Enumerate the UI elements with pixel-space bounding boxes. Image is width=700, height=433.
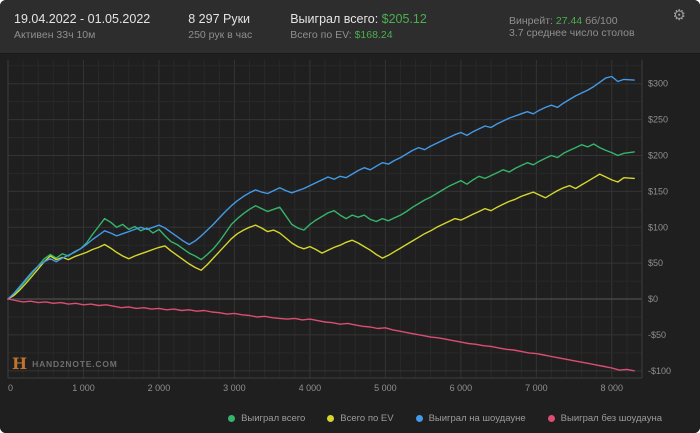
y-tick-label: -$50 bbox=[648, 330, 666, 340]
x-tick-label: 3 000 bbox=[223, 383, 246, 393]
x-tick-label: 7 000 bbox=[525, 383, 548, 393]
x-tick-label: 4 000 bbox=[299, 383, 322, 393]
y-tick-label: $150 bbox=[648, 186, 668, 196]
active-time-text: Активен 33ч 10м bbox=[14, 29, 96, 41]
winrate-unit: бб/100 bbox=[585, 14, 618, 27]
equity-chart-svg[interactable]: 0 1 000 2 000 3 000 4 000 5 000 6 000 7 000 8 00… bbox=[0, 54, 700, 404]
legend-label: Выиграл на шоудауне bbox=[428, 413, 526, 424]
legend-label: Всего по EV bbox=[340, 413, 394, 424]
ev-total-row: Всего по EV: $168.24 bbox=[290, 29, 427, 41]
ev-total-label: Всего по EV: bbox=[290, 29, 352, 41]
legend-dot bbox=[327, 415, 335, 422]
stat-winnings: Выиграл всего: $205.12 Всего по EV: $168… bbox=[290, 12, 427, 41]
hands-per-hour-text: 250 рук в час bbox=[188, 29, 253, 41]
y-tick-label: $50 bbox=[648, 258, 663, 268]
hands-count-text: 8 297 Руки bbox=[188, 12, 251, 26]
won-total-label: Выиграл всего: bbox=[290, 12, 379, 26]
legend-item-2[interactable]: Выиграл на шоудауне bbox=[415, 413, 526, 424]
gear-icon[interactable]: ⚙ bbox=[672, 7, 686, 24]
won-total-row: Выиграл всего: $205.12 bbox=[290, 12, 427, 26]
y-tick-label: $300 bbox=[648, 79, 668, 89]
x-tick-label: 8 000 bbox=[601, 383, 624, 393]
series-line-2 bbox=[7, 75, 635, 300]
y-tick-label: $100 bbox=[648, 222, 668, 232]
winrate-value: 27.44 bbox=[555, 14, 583, 27]
x-tick-label: 6 000 bbox=[450, 383, 473, 393]
x-tick-label: 0 bbox=[8, 383, 13, 393]
y-tick-label: $0 bbox=[648, 294, 658, 304]
hand2note-logo: H HAND2NOTE.COM bbox=[12, 356, 118, 372]
legend-item-1[interactable]: Всего по EV bbox=[327, 413, 394, 424]
hand2note-logo-text: HAND2NOTE.COM bbox=[32, 359, 118, 369]
winrate-label: Винрейт: bbox=[509, 14, 553, 27]
y-tick-label: -$100 bbox=[648, 366, 671, 376]
series-line-1 bbox=[7, 173, 635, 300]
legend-item-0[interactable]: Выиграл всего bbox=[228, 413, 305, 424]
legend-dot bbox=[547, 415, 555, 422]
legend-item-3[interactable]: Выиграл без шоудауна bbox=[547, 413, 662, 424]
y-tick-label: $200 bbox=[648, 150, 668, 160]
hand2note-logo-icon: H bbox=[12, 354, 28, 373]
legend-label: Выиграл всего bbox=[241, 413, 306, 424]
stat-period: 19.04.2022 - 01.05.2022 Активен 33ч 10м bbox=[14, 12, 150, 41]
period-text: 19.04.2022 - 01.05.2022 bbox=[14, 12, 151, 26]
series-line-0 bbox=[7, 143, 635, 300]
x-tick-label: 2 000 bbox=[148, 383, 171, 393]
x-tick-label: 1 000 bbox=[72, 383, 95, 393]
legend-dot bbox=[415, 415, 423, 422]
legend-label: Выиграл без шоудауна bbox=[560, 413, 662, 424]
x-tick-label: 5 000 bbox=[374, 383, 397, 393]
legend-dot bbox=[228, 415, 236, 422]
equity-chart-area: 0 1 000 2 000 3 000 4 000 5 000 6 000 7 000 8 00… bbox=[0, 54, 700, 404]
stat-hands: 8 297 Руки 250 рук в час bbox=[188, 12, 252, 41]
avg-tables-text: 3.7 среднее число столов bbox=[509, 26, 635, 39]
won-total-value: $205.12 bbox=[381, 12, 427, 26]
chart-legend: Выиграл всего Всего по EV Выиграл на шоуда… bbox=[0, 404, 700, 433]
series-line-3 bbox=[7, 298, 635, 372]
stats-header: 19.04.2022 - 01.05.2022 Активен 33ч 10м … bbox=[0, 0, 700, 54]
y-tick-label: $250 bbox=[648, 115, 668, 125]
winrate-row: Винрейт: 27.44 бб/100 bbox=[509, 15, 635, 27]
ev-total-value: $168.24 bbox=[354, 29, 393, 41]
stat-winrate: Винрейт: 27.44 бб/100 3.7 среднее число … bbox=[509, 15, 635, 39]
